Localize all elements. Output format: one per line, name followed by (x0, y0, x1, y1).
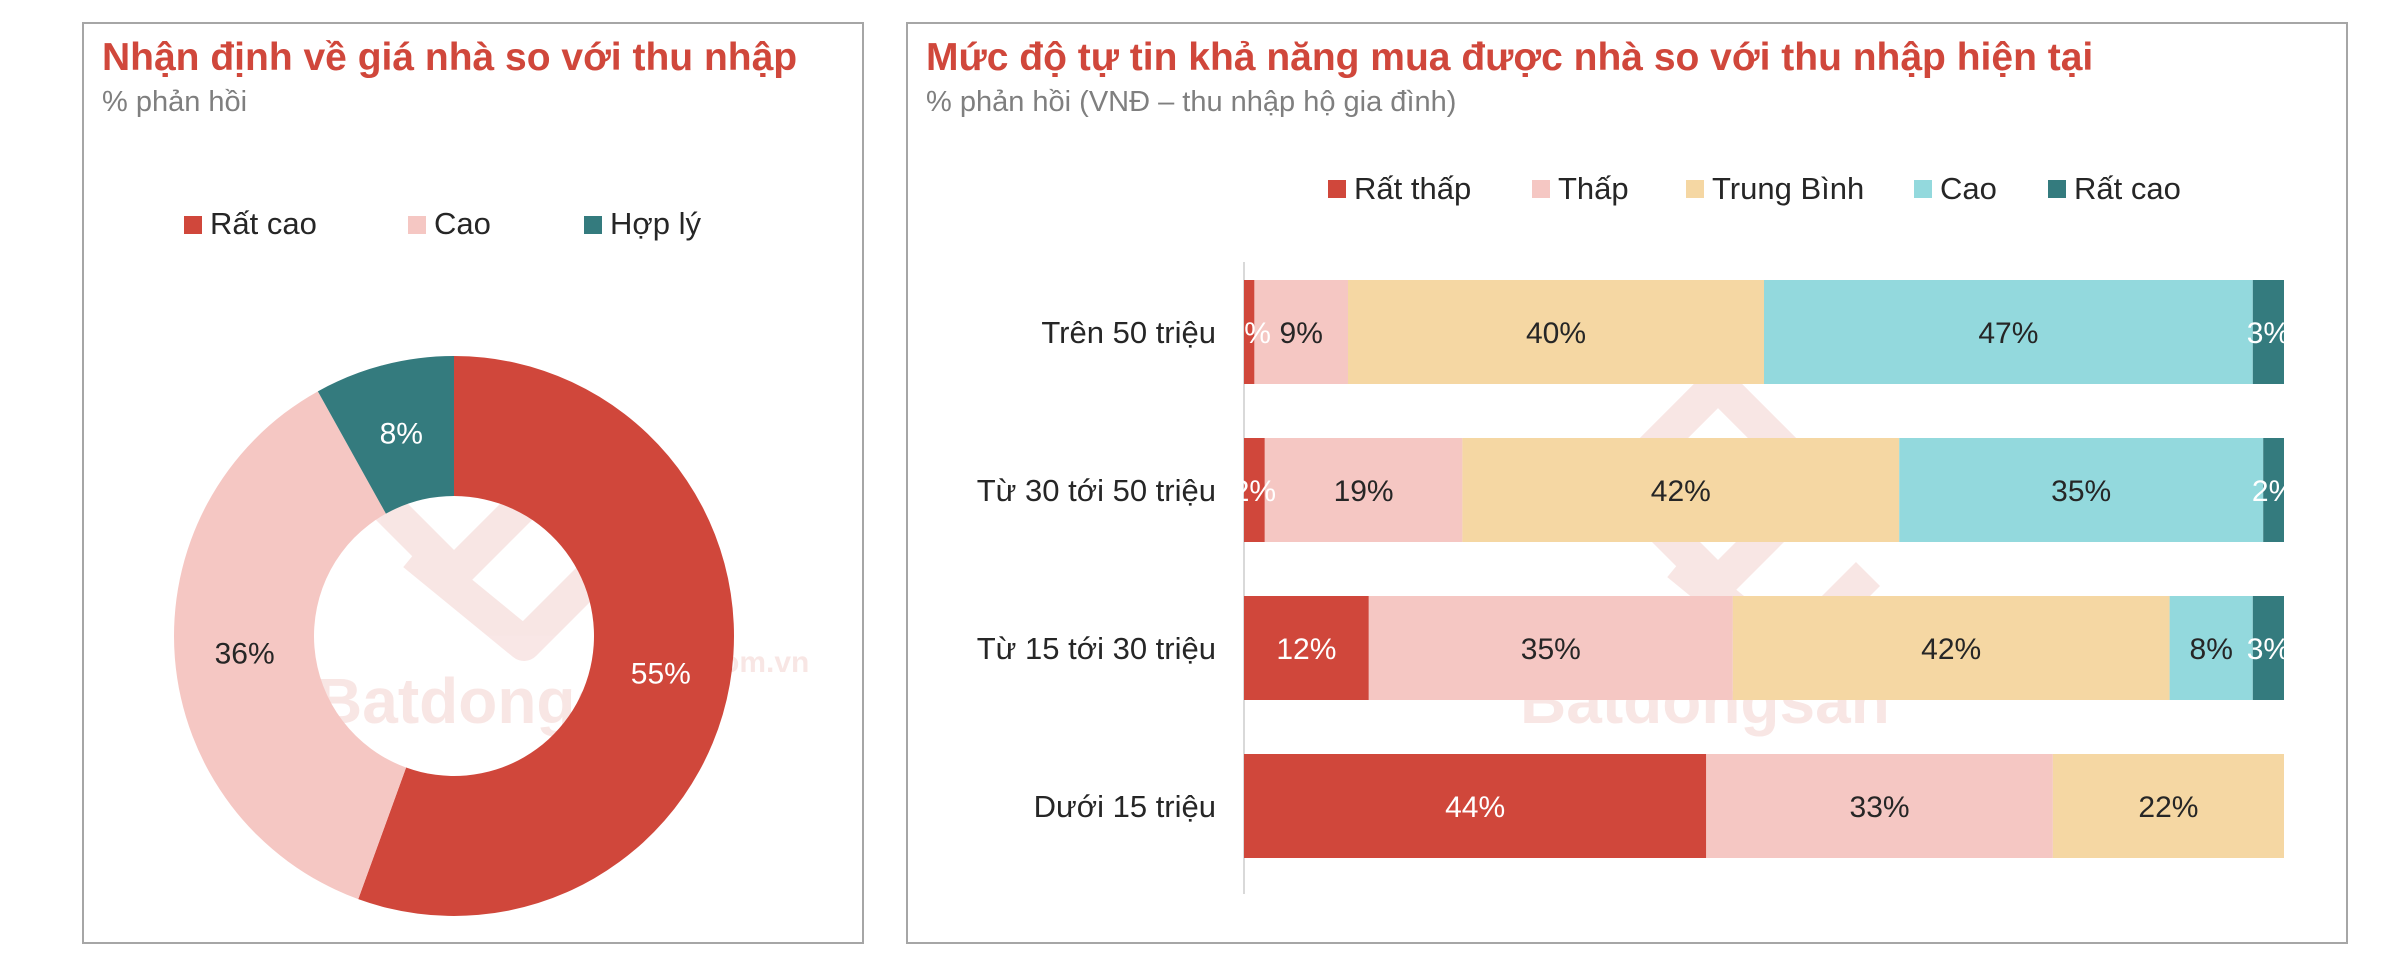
legend-label-cao: Cao (1940, 171, 1997, 206)
bar-segment-duoi-15-trieu-thap (1706, 754, 2053, 858)
stacked-bar-chart: Rất thấp Thấp Trung Bình Cao Rất cao Trên 50… (977, 171, 2296, 894)
bar-label-tu-15-toi-30-trieu-rat-cao: 3% (2247, 633, 2290, 666)
bar-segment-tu-30-toi-50-trieu-cao (1899, 438, 2264, 542)
legend-swatch-trung-binh (1686, 180, 1704, 198)
bar-segment-tu-15-toi-30-trieu-rat-thap (1244, 596, 1369, 700)
bar-segment-tren-50-trieu-rat-cao (2252, 280, 2284, 384)
bar-chart-subtitle: % phản hồi (VNĐ – thu nhập hộ gia đình) (926, 86, 1457, 118)
bar-segment-tu-15-toi-30-trieu-thap (1368, 596, 1733, 700)
bar-label-tu-30-toi-50-trieu-rat-thap: 2% (1233, 475, 1276, 508)
legend-label-rat-thap: Rất thấp (1354, 171, 1471, 206)
legend-swatch-cao (408, 216, 426, 234)
bar-label-tren-50-trieu-rat-thap: 1% (1228, 317, 1271, 350)
bar-label-duoi-15-trieu-trung-binh: 22% (2138, 791, 2198, 824)
bar-label-tu-30-toi-50-trieu-thap: 19% (1334, 475, 1394, 508)
bar-label-tu-30-toi-50-trieu-trung-binh: 42% (1651, 475, 1711, 508)
bar-label-tren-50-trieu-thap: 9% (1280, 317, 1323, 350)
bar-category-labels: Trên 50 triệu Từ 30 tới 50 triệu Từ 15 tới… (977, 315, 1216, 824)
bar-label-tu-30-toi-50-trieu-rat-cao: 2% (2252, 475, 2295, 508)
bar-legend: Rất thấp Thấp Trung Bình Cao Rất cao (1328, 171, 2181, 206)
bar-label-tu-30-toi-50-trieu-cao: 35% (2051, 475, 2111, 508)
bar-segment-duoi-15-trieu-rat-thap (1244, 754, 1707, 858)
donut-slices (174, 356, 734, 916)
bar-label-tu-15-toi-30-trieu-cao: 8% (2190, 633, 2233, 666)
stacked-bar-chart-panel: Mức độ tự tin khả năng mua được nhà so v… (906, 22, 2348, 944)
donut-slice-cao (174, 391, 407, 900)
donut-label-rat-cao: 55% (631, 657, 691, 690)
bar-label-tren-50-trieu-rat-cao: 3% (2247, 317, 2290, 350)
legend-swatch-cao (1914, 180, 1932, 198)
legend-swatch-hop-ly (584, 216, 602, 234)
bar-segment-tren-50-trieu-cao (1764, 280, 2253, 384)
bar-segment-duoi-15-trieu-trung-binh (2052, 754, 2284, 858)
donut-slice-rat-cao (358, 356, 734, 916)
bar-segment-tu-15-toi-30-trieu-cao (2169, 596, 2253, 700)
category-label-duoi-15-trieu: Dưới 15 triệu (1034, 789, 1216, 824)
bar-label-tu-15-toi-30-trieu-thap: 35% (1521, 633, 1581, 666)
donut-slice-hop-ly (317, 356, 454, 514)
bar-label-tren-50-trieu-trung-binh: 40% (1526, 317, 1586, 350)
bar-chart-title: Mức độ tự tin khả năng mua được nhà so v… (926, 36, 2094, 79)
bar-segment-tu-15-toi-30-trieu-rat-cao (2252, 596, 2284, 700)
donut-chart-title: Nhận định về giá nhà so với thu nhập (102, 36, 798, 79)
legend-label-rat-cao: Rất cao (2074, 171, 2181, 206)
legend-label-cao: Cao (434, 206, 491, 241)
legend-label-trung-binh: Trung Bình (1712, 171, 1864, 206)
legend-swatch-rat-thap (1328, 180, 1346, 198)
donut-label-hop-ly: 8% (380, 418, 423, 451)
legend-label-thap: Thấp (1558, 171, 1629, 206)
donut-chart: Rất cao Cao Hợp lý 55% 36% 8% (174, 206, 734, 916)
donut-chart-panel: Nhận định về giá nhà so với thu nhập % p… (82, 22, 864, 944)
donut-legend: Rất cao Cao Hợp lý (184, 206, 701, 241)
legend-swatch-thap (1532, 180, 1550, 198)
legend-swatch-rat-cao (2048, 180, 2066, 198)
bar-segment-tu-30-toi-50-trieu-rat-cao (2263, 438, 2284, 542)
bar-segment-tu-15-toi-30-trieu-trung-binh (1732, 596, 2170, 700)
category-label-tren-50-trieu: Trên 50 triệu (1041, 315, 1216, 350)
bar-segment-tu-30-toi-50-trieu-thap (1264, 438, 1463, 542)
category-label-tu-30-toi-50-trieu: Từ 30 tới 50 triệu (977, 473, 1216, 508)
donut-label-cao: 36% (215, 638, 275, 671)
legend-swatch-rat-cao (184, 216, 202, 234)
bar-label-duoi-15-trieu-rat-thap: 44% (1445, 791, 1505, 824)
bar-label-duoi-15-trieu-thap: 33% (1850, 791, 1910, 824)
bar-segment-tren-50-trieu-thap (1254, 280, 1348, 384)
bar-label-tren-50-trieu-cao: 47% (1978, 317, 2038, 350)
bar-segment-tu-30-toi-50-trieu-trung-binh (1462, 438, 1900, 542)
bar-segments (1244, 280, 2284, 858)
bar-segment-tu-30-toi-50-trieu-rat-thap (1244, 438, 1265, 542)
bar-label-tu-15-toi-30-trieu-rat-thap: 12% (1276, 633, 1336, 666)
category-label-tu-15-toi-30-trieu: Từ 15 tới 30 triệu (977, 631, 1216, 666)
bar-segment-tren-50-trieu-trung-binh (1348, 280, 1764, 384)
legend-label-rat-cao: Rất cao (210, 206, 317, 241)
legend-label-hop-ly: Hợp lý (610, 206, 701, 241)
donut-chart-subtitle: % phản hồi (102, 86, 248, 118)
bar-segment-tren-50-trieu-rat-thap (1244, 280, 1255, 384)
bar-label-tu-15-toi-30-trieu-trung-binh: 42% (1921, 633, 1981, 666)
donut-data-labels: 55% 36% 8% (215, 418, 691, 691)
bar-data-labels: 1% 9% 40% 47% 3% 2% 19% 42% 35% 2% 12% 35% 42% 8% 3% 44… (1228, 317, 2296, 824)
